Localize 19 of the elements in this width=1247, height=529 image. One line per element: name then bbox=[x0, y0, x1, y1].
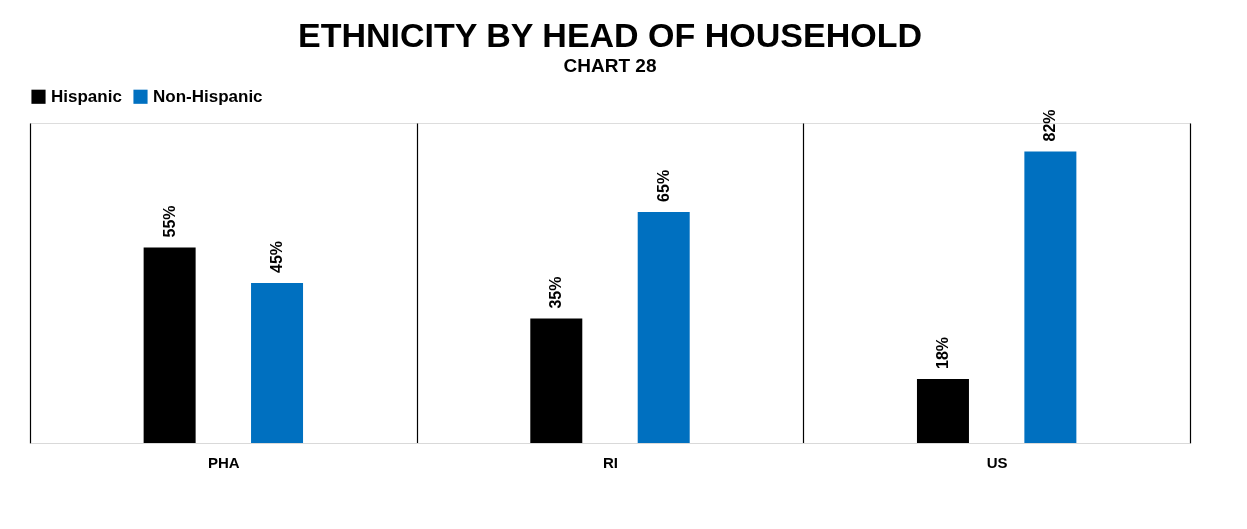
data-label: 55% bbox=[160, 205, 178, 238]
bar bbox=[916, 379, 969, 443]
data-label: 65% bbox=[654, 169, 672, 202]
chart-subtitle: CHART 28 bbox=[563, 55, 657, 76]
x-tick-label: US bbox=[986, 453, 1008, 471]
legend-label: Non-Hispanic bbox=[153, 86, 263, 106]
x-tick-label: PHA bbox=[208, 453, 240, 471]
bar bbox=[530, 318, 583, 443]
bar bbox=[637, 211, 690, 443]
chart-title: ETHNICITY BY HEAD OF HOUSEHOLD bbox=[297, 16, 923, 54]
bar bbox=[143, 247, 196, 443]
bar bbox=[1024, 151, 1077, 443]
data-label: 45% bbox=[268, 240, 286, 273]
x-tick-label: RI bbox=[603, 453, 618, 471]
data-label: 35% bbox=[547, 276, 565, 309]
bar bbox=[251, 283, 304, 443]
legend-label: Hispanic bbox=[51, 86, 122, 106]
data-label: 18% bbox=[933, 336, 951, 369]
data-label: 82% bbox=[1041, 109, 1059, 142]
